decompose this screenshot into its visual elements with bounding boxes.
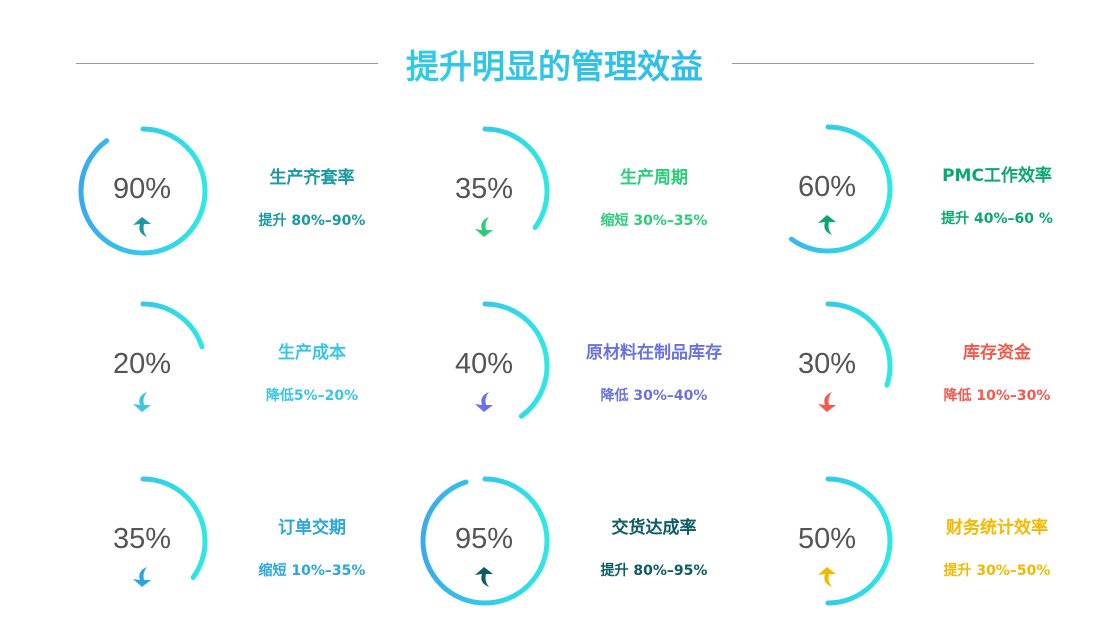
arrow-down-icon (475, 217, 493, 237)
metric-name: PMC工作效率 (942, 166, 1052, 186)
arrow-up-icon (475, 567, 493, 587)
metric-item: 20% 生产成本 降低5%–20% (77, 300, 407, 450)
progress-ring (420, 476, 550, 606)
progress-ring (763, 301, 893, 431)
metric-value: 20% (112, 348, 172, 380)
metric-value: 95% (454, 523, 514, 555)
progress-arc (78, 476, 208, 606)
progress-ring (420, 126, 550, 256)
progress-arc (763, 301, 893, 431)
metric-item: 90% 生产齐套率 提升 80%–90% (77, 125, 407, 275)
metric-value: 50% (797, 523, 857, 555)
progress-arc (763, 476, 893, 606)
progress-ring (763, 476, 893, 606)
metric-item: 95% 交货达成率 提升 80%–95% (419, 475, 749, 623)
metric-value: 60% (797, 171, 857, 203)
metric-item: 35% 订单交期 缩短 10%–35% (77, 475, 407, 623)
metric-description: 降低 30%–40% (600, 388, 708, 404)
arrow-down-icon (133, 392, 151, 412)
metric-item: 30% 库存资金 降低 10%–30% (762, 300, 1092, 450)
metric-name: 订单交期 (278, 518, 346, 538)
title-divider-left (76, 63, 378, 64)
progress-arc (420, 301, 550, 431)
page-title: 提升明显的管理效益 (0, 40, 1109, 88)
arrow-up-icon (818, 567, 836, 587)
metric-item: 50% 财务统计效率 提升 30%–50% (762, 475, 1092, 623)
metric-value: 90% (112, 173, 172, 205)
arrow-down-icon (475, 392, 493, 412)
title-divider-right (732, 63, 1034, 64)
metric-name: 生产齐套率 (269, 168, 355, 188)
metric-item: 35% 生产周期 缩短 30%–35% (419, 125, 749, 275)
metric-value: 30% (797, 348, 857, 380)
arrow-down-icon (133, 567, 151, 587)
progress-ring (78, 126, 208, 256)
metric-description: 降低 10%–30% (943, 388, 1051, 404)
metric-name: 原材料在制品库存 (586, 343, 722, 363)
metric-value: 35% (112, 523, 172, 555)
metric-name: 财务统计效率 (946, 518, 1048, 538)
metric-description: 缩短 10%–35% (258, 563, 366, 579)
metric-name: 生产成本 (278, 343, 346, 363)
progress-arc (420, 126, 550, 256)
arrow-up-icon (818, 215, 836, 235)
progress-ring (763, 124, 893, 254)
progress-arc (763, 124, 893, 254)
metric-description: 提升 40%–60 % (941, 211, 1053, 227)
progress-ring (78, 301, 208, 431)
metric-item: 60% PMC工作效率 提升 40%–60 % (762, 123, 1092, 273)
metric-name: 库存资金 (963, 343, 1031, 363)
metric-description: 提升 30%–50% (943, 563, 1051, 579)
progress-arc (78, 126, 208, 256)
metric-name: 生产周期 (620, 168, 688, 188)
metric-description: 降低5%–20% (265, 388, 359, 404)
metric-description: 提升 80%–95% (600, 563, 708, 579)
progress-arc (420, 476, 550, 606)
progress-ring (78, 476, 208, 606)
metric-item: 40% 原材料在制品库存 降低 30%–40% (419, 300, 749, 450)
arrow-up-icon (133, 217, 151, 237)
progress-arc (78, 301, 208, 431)
metric-description: 提升 80%–90% (258, 213, 366, 229)
metric-value: 35% (454, 173, 514, 205)
arrow-down-icon (818, 392, 836, 412)
metric-description: 缩短 30%–35% (600, 213, 708, 229)
metric-name: 交货达成率 (611, 518, 697, 538)
metric-value: 40% (454, 348, 514, 380)
progress-ring (420, 301, 550, 431)
